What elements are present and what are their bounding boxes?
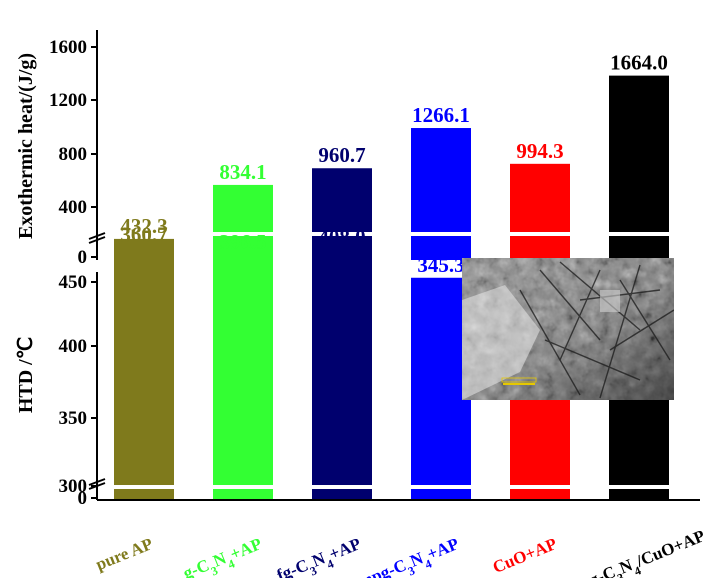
- bottom-y-tick-label: 350: [59, 408, 88, 429]
- axis-break-gap: [114, 232, 174, 236]
- bottom-data-label: 408.0: [318, 225, 365, 249]
- axis-break-mark: [88, 478, 106, 486]
- category-label: CuO+AP: [490, 534, 560, 577]
- bottom-data-label: 345.3: [417, 253, 464, 277]
- axis-break-gap: [312, 232, 372, 236]
- axis-break-gap: [213, 485, 273, 489]
- top-bar: [312, 168, 372, 260]
- top-bars: [114, 75, 669, 261]
- top-y-tick-label: 0: [78, 247, 88, 268]
- bottom-y-tick-label: 300: [59, 476, 88, 497]
- axis-break-mark: [88, 232, 106, 240]
- bottom-bar: [411, 277, 471, 500]
- top-y-tick-label: 1200: [49, 90, 87, 111]
- axis-break-gap: [510, 232, 570, 236]
- data-labels: 360.7 834.1 960.7 1266.1 994.3 1664.0 432.3 396…: [120, 51, 668, 282]
- top-bar: [213, 184, 273, 260]
- bottom-data-label: 396.5: [219, 230, 266, 254]
- top-data-label: 1664.0: [610, 51, 668, 75]
- top-y-tick-label: 400: [59, 197, 88, 218]
- axis-break-mark: [88, 236, 106, 244]
- category-label: fg-C3N4+AP: [274, 534, 366, 578]
- top-data-label: 1266.1: [412, 103, 470, 127]
- bottom-bar: [114, 238, 174, 500]
- bottom-bar: [213, 254, 273, 500]
- category-label: mpg-C3N4+AP: [355, 534, 463, 578]
- bottom-y-tick-label: 450: [59, 272, 88, 293]
- bottom-y-axis-label: HTD /℃: [15, 337, 37, 413]
- category-label: mpg-C3N4/CuO+AP: [565, 526, 710, 578]
- bottom-y-tick-label: 0: [78, 488, 88, 509]
- top-data-label: 960.7: [318, 143, 365, 167]
- scale-bar: [501, 377, 537, 385]
- axis-break-gap: [411, 232, 471, 236]
- category-label: pure AP: [93, 534, 155, 574]
- axis-break-gap: [213, 232, 273, 236]
- top-data-label: 834.1: [219, 160, 266, 184]
- bottom-bar: [312, 249, 372, 500]
- top-y-tick-label: 1600: [49, 37, 87, 58]
- category-label: g-C3N4+AP: [180, 534, 266, 578]
- axis-break-gap: [510, 485, 570, 489]
- top-bar: [609, 75, 669, 261]
- bottom-y-tick-label: 400: [59, 336, 88, 357]
- top-bar: [510, 163, 570, 260]
- top-data-label: 360.7: [120, 222, 167, 246]
- top-y-axis-label: Exothermic heat/(J/g): [15, 53, 37, 239]
- bottom-data-label: 432.3: [120, 214, 167, 238]
- axis-break-gap: [609, 232, 669, 236]
- axis-break-gap: [609, 485, 669, 489]
- axis-break-gap: [114, 485, 174, 489]
- inset-tem-image: [462, 258, 674, 400]
- top-data-label: 994.3: [516, 139, 563, 163]
- top-bar: [411, 128, 471, 260]
- axis-break-gap: [312, 485, 372, 489]
- axis-break-gap: [411, 485, 471, 489]
- top-y-tick-label: 800: [59, 144, 88, 165]
